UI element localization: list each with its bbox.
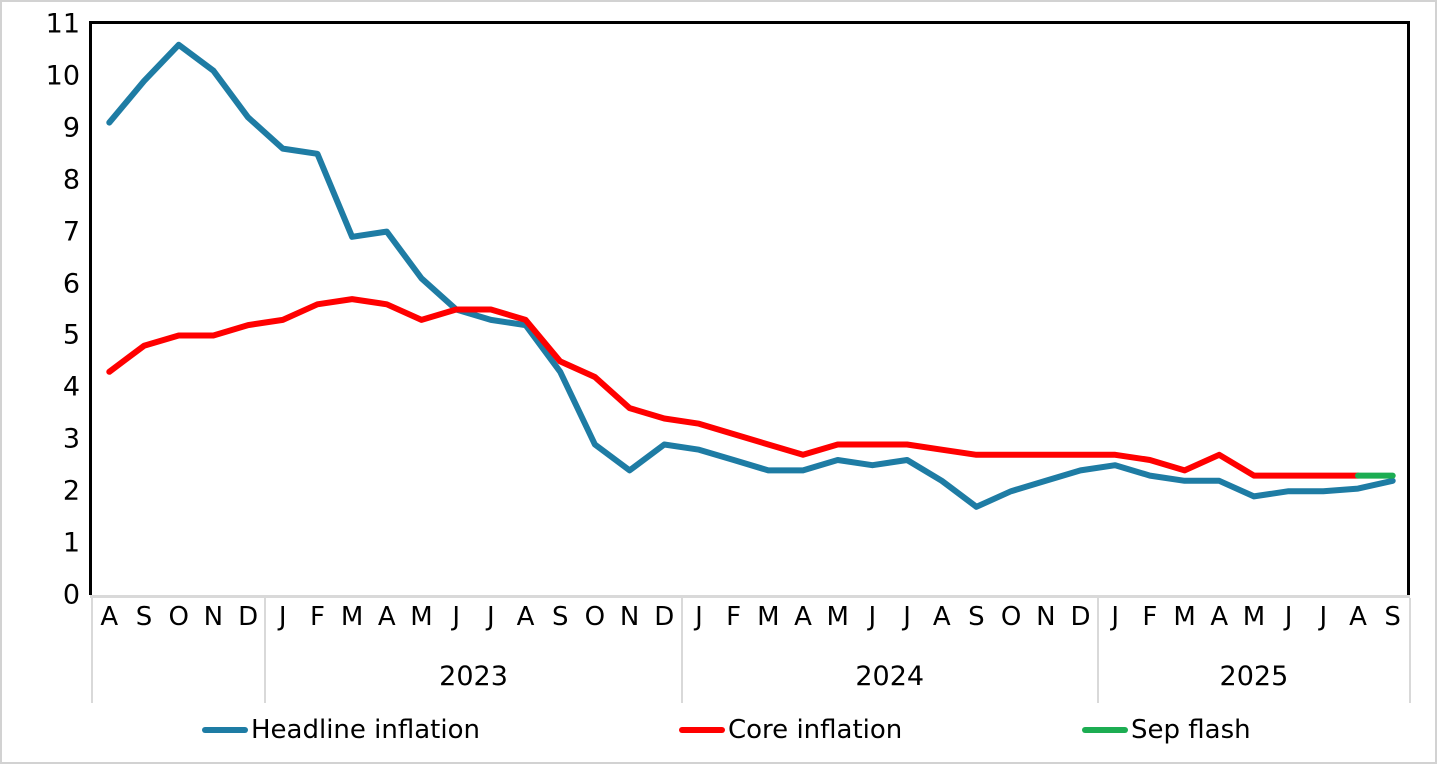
y-axis-tick-label: 1 — [62, 527, 80, 559]
x-month-label: M — [757, 602, 780, 632]
x-month-label: O — [168, 602, 189, 632]
x-year-label: 2023 — [439, 661, 508, 692]
x-month-label: O — [1000, 602, 1022, 632]
x-month-label: A — [100, 602, 119, 632]
x-month-label: O — [584, 602, 606, 632]
y-axis-tick-label: 11 — [45, 8, 80, 40]
x-month-label: S — [551, 602, 569, 632]
x-month-label: D — [238, 602, 259, 632]
x-year-label: 2024 — [855, 661, 925, 692]
core-line-swatch — [679, 727, 725, 733]
x-year-label: 2025 — [1219, 661, 1289, 692]
plot-area-border — [89, 21, 1410, 595]
x-month-label: J — [452, 602, 461, 632]
x-month-label: D — [1070, 602, 1091, 632]
x-month-label: N — [203, 602, 224, 632]
x-month-label: J — [1319, 602, 1328, 632]
x-month-label: A — [794, 602, 812, 632]
x-month-label: J — [695, 602, 703, 632]
x-month-label: D — [654, 602, 675, 632]
year-group-divider — [1409, 598, 1411, 703]
x-month-label: M — [410, 602, 433, 632]
x-month-label: J — [1284, 602, 1293, 632]
year-group-divider — [264, 598, 267, 703]
x-month-label: M — [340, 602, 364, 632]
legend-item-sep-flash: Sep flash — [1082, 714, 1251, 746]
legend-label: Headline inflation — [251, 715, 480, 745]
x-month-label: A — [1349, 602, 1367, 632]
x-month-label: M — [1242, 602, 1266, 632]
x-month-label: J — [903, 602, 911, 632]
year-group-divider — [1096, 598, 1099, 703]
sep-flash-line-swatch — [1082, 727, 1128, 733]
x-month-label: A — [377, 602, 396, 632]
y-axis-tick-label: 3 — [62, 423, 80, 455]
x-month-label: N — [1036, 602, 1056, 632]
x-month-label: F — [309, 602, 325, 632]
y-axis-tick-label: 7 — [62, 216, 80, 248]
x-month-label: M — [1173, 602, 1196, 632]
x-month-label: S — [968, 602, 985, 632]
x-month-label: J — [1111, 602, 1120, 632]
year-group-divider — [680, 598, 683, 703]
y-axis-tick-label: 5 — [62, 319, 80, 351]
y-axis-tick-label: 2 — [62, 475, 80, 507]
x-month-label: J — [278, 602, 287, 632]
legend-item-core: Core inflation — [679, 714, 902, 746]
y-axis-tick-label: 6 — [62, 268, 80, 300]
x-month-label: J — [868, 602, 877, 632]
y-axis-tick-label: 10 — [45, 60, 80, 92]
x-month-label: N — [619, 602, 640, 632]
legend-label: Sep flash — [1131, 715, 1251, 745]
x-month-label: F — [1142, 602, 1158, 632]
x-month-label: S — [135, 602, 153, 632]
year-group-divider — [91, 598, 93, 703]
x-month-label: F — [726, 602, 742, 632]
y-axis-tick-label: 8 — [62, 164, 80, 196]
legend-item-headline: Headline inflation — [202, 714, 480, 746]
x-month-label: M — [826, 602, 849, 632]
y-axis-tick-label: 0 — [62, 579, 80, 611]
x-month-label: A — [1210, 602, 1229, 632]
x-axis-line — [90, 595, 1410, 598]
x-month-label: A — [516, 602, 535, 632]
legend-label: Core inflation — [728, 715, 903, 745]
x-month-label: A — [932, 602, 951, 632]
y-axis-tick-label: 4 — [62, 371, 80, 403]
x-month-label: S — [1384, 602, 1401, 632]
x-month-label: J — [487, 602, 495, 632]
headline-line-swatch — [202, 727, 248, 733]
y-axis-tick-label: 9 — [62, 112, 80, 144]
